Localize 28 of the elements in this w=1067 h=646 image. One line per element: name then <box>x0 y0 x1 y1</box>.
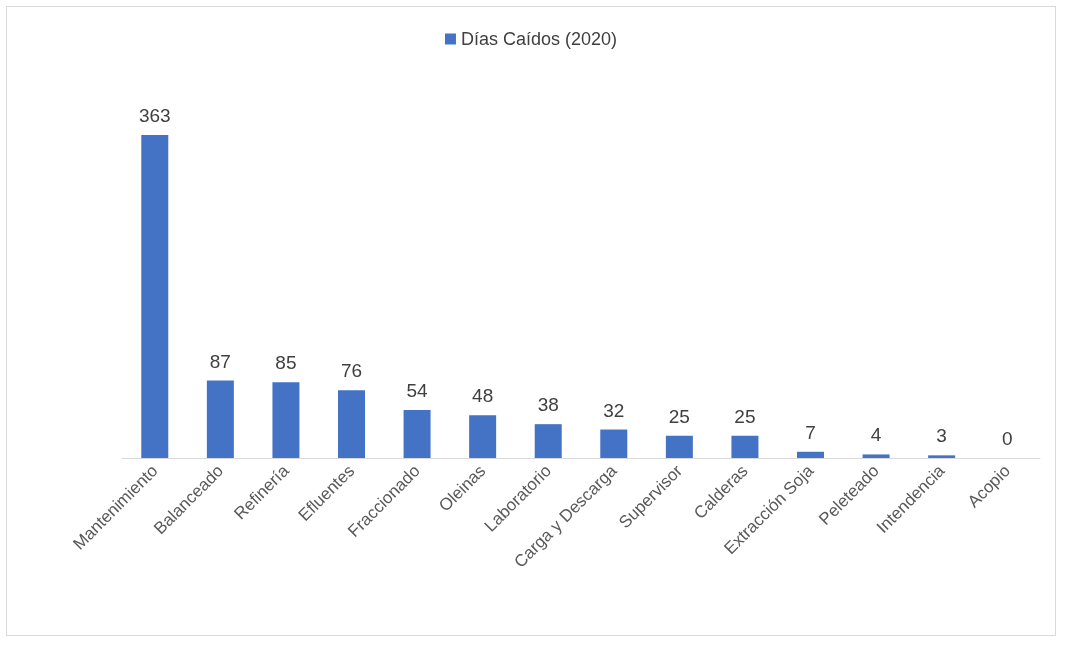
data-label: 85 <box>275 352 297 374</box>
data-label: 76 <box>340 360 363 382</box>
bar <box>272 382 300 458</box>
bar <box>600 429 628 458</box>
bar <box>206 380 234 458</box>
bar <box>403 409 431 458</box>
data-label: 363 <box>138 104 171 126</box>
data-label: 4 <box>870 424 882 446</box>
data-label: 48 <box>472 385 494 407</box>
legend-label: Días Caídos (2020) <box>460 29 618 49</box>
data-label: 87 <box>209 350 231 372</box>
data-label: 25 <box>668 405 690 427</box>
bar <box>338 390 365 458</box>
bar <box>469 415 497 458</box>
bar <box>797 451 824 458</box>
bar <box>731 435 759 458</box>
bar <box>862 454 890 458</box>
data-label: 7 <box>805 421 816 443</box>
bar <box>665 435 693 458</box>
bar <box>141 134 169 458</box>
data-label: 3 <box>936 425 947 447</box>
bar <box>534 424 562 458</box>
data-label: 32 <box>603 399 625 421</box>
data-label: 25 <box>734 405 756 427</box>
bar <box>928 455 956 458</box>
data-label: 38 <box>537 394 559 416</box>
data-label: 54 <box>406 379 429 401</box>
data-label: 0 <box>1001 428 1013 449</box>
